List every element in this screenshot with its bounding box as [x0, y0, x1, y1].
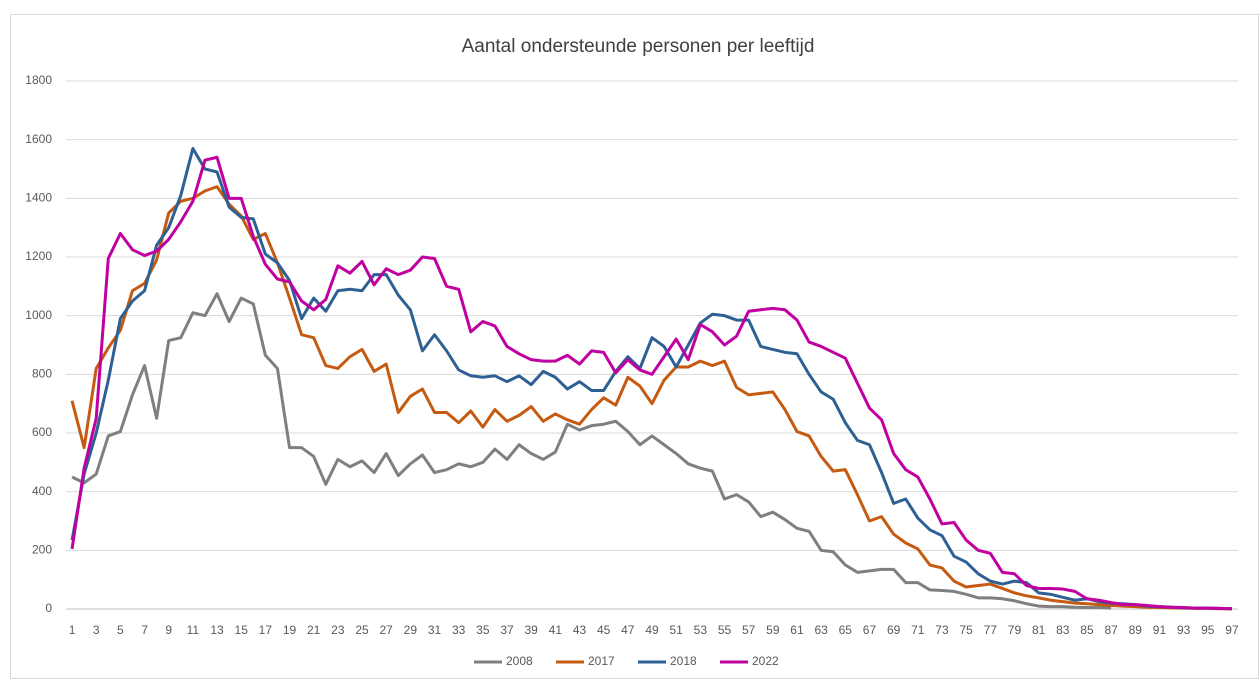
- x-tick-label: 43: [573, 623, 587, 637]
- x-tick-label: 67: [863, 623, 877, 637]
- chart-title: Aantal ondersteunde personen per leeftij…: [462, 36, 815, 57]
- x-tick-label: 71: [911, 623, 925, 637]
- y-tick-label: 1200: [25, 249, 52, 263]
- y-tick-label: 1600: [25, 132, 52, 146]
- series-line: [70, 146, 1232, 611]
- y-tick-label: 600: [32, 425, 52, 439]
- x-tick-label: 85: [1080, 623, 1094, 637]
- y-tick-label: 1400: [25, 191, 52, 205]
- x-tick-label: 45: [597, 623, 611, 637]
- chart-frame: [10, 14, 1259, 679]
- series-line: [70, 185, 1232, 611]
- legend-label: 2018: [670, 654, 697, 668]
- x-tick-label: 75: [959, 623, 973, 637]
- series-line: [70, 155, 1232, 611]
- x-tick-label: 87: [1104, 623, 1118, 637]
- x-tick-label: 73: [935, 623, 949, 637]
- x-tick-label: 81: [1032, 623, 1046, 637]
- x-tick-label: 39: [524, 623, 538, 637]
- y-tick-label: 400: [32, 484, 52, 498]
- x-tick-label: 53: [694, 623, 708, 637]
- y-tick-label: 800: [32, 367, 52, 381]
- x-tick-label: 3: [93, 623, 100, 637]
- legend-label: 2022: [752, 654, 779, 668]
- x-tick-label: 35: [476, 623, 490, 637]
- x-tick-label: 15: [235, 623, 249, 637]
- x-tick-label: 31: [428, 623, 442, 637]
- legend-label: 2008: [506, 654, 533, 668]
- x-tick-label: 25: [355, 623, 369, 637]
- x-tick-label: 59: [766, 623, 780, 637]
- x-tick-label: 77: [984, 623, 998, 637]
- x-tick-label: 19: [283, 623, 297, 637]
- x-tick-label: 51: [669, 623, 683, 637]
- series-line: [71, 292, 1112, 610]
- x-tick-label: 11: [187, 623, 200, 637]
- x-tick-label: 23: [331, 623, 345, 637]
- y-tick-label: 1800: [25, 73, 52, 87]
- x-tick-label: 57: [742, 623, 756, 637]
- x-tick-label: 21: [307, 623, 321, 637]
- legend-label: 2017: [588, 654, 615, 668]
- x-tick-label: 13: [210, 623, 224, 637]
- x-tick-label: 55: [718, 623, 732, 637]
- x-tick-label: 97: [1225, 623, 1239, 637]
- x-tick-label: 33: [452, 623, 466, 637]
- x-tick-label: 27: [380, 623, 394, 637]
- x-tick-label: 63: [814, 623, 828, 637]
- x-tick-label: 61: [790, 623, 804, 637]
- y-tick-label: 0: [45, 601, 52, 615]
- x-tick-label: 47: [621, 623, 635, 637]
- x-tick-label: 95: [1201, 623, 1215, 637]
- x-tick-label: 93: [1177, 623, 1191, 637]
- x-tick-label: 7: [141, 623, 148, 637]
- x-tick-label: 49: [645, 623, 659, 637]
- y-tick-label: 1000: [25, 308, 52, 322]
- x-tick-label: 41: [549, 623, 563, 637]
- x-tick-label: 69: [887, 623, 901, 637]
- x-tick-label: 83: [1056, 623, 1070, 637]
- y-tick-label: 200: [32, 543, 52, 557]
- x-tick-label: 91: [1153, 623, 1167, 637]
- x-tick-label: 5: [117, 623, 124, 637]
- x-tick-label: 37: [500, 623, 514, 637]
- x-tick-label: 79: [1008, 623, 1022, 637]
- x-tick-label: 65: [839, 623, 853, 637]
- x-tick-label: 89: [1129, 623, 1143, 637]
- x-tick-label: 29: [404, 623, 418, 637]
- x-tick-label: 9: [165, 623, 172, 637]
- x-tick-label: 17: [259, 623, 273, 637]
- x-tick-label: 1: [69, 623, 76, 637]
